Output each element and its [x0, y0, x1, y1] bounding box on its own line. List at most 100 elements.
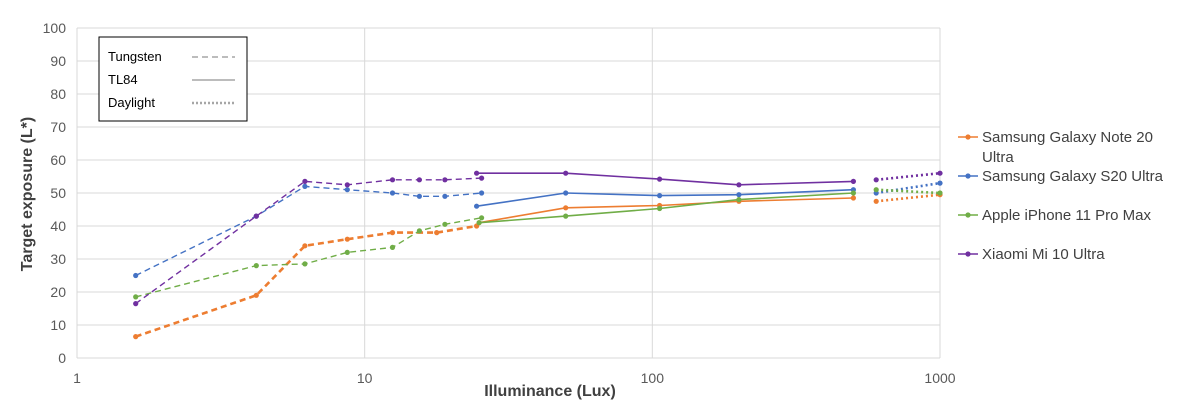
data-point — [253, 213, 259, 219]
data-point — [133, 334, 139, 340]
data-point — [416, 228, 422, 234]
data-point — [937, 180, 943, 186]
data-point — [657, 205, 663, 212]
data-point — [344, 182, 350, 188]
data-point — [563, 213, 569, 219]
series-line-tungsten — [135, 185, 482, 277]
x-tick-label: 1000 — [924, 370, 955, 386]
x-tick-label: 10 — [357, 370, 373, 386]
series-line-daylight — [876, 193, 941, 203]
y-tick-label: 90 — [50, 53, 66, 69]
y-tick-label: 70 — [50, 119, 66, 135]
data-point — [253, 263, 259, 269]
line-style-legend-label: Daylight — [108, 95, 155, 110]
legend-swatch-marker — [965, 251, 971, 257]
series-line-daylight — [876, 188, 941, 195]
data-point — [389, 190, 396, 196]
series-line-daylight — [876, 171, 941, 182]
data-point — [850, 195, 857, 201]
data-point — [736, 192, 742, 198]
data-point — [344, 187, 350, 193]
legend-label: Apple iPhone 11 Pro Max — [982, 207, 1151, 224]
data-point — [416, 193, 422, 199]
line-style-legend-label: TL84 — [108, 72, 138, 87]
legend-entry: Xiaomi Mi 10 Ultra — [958, 246, 1105, 263]
data-point — [873, 198, 879, 204]
data-point — [133, 272, 139, 279]
data-point — [937, 170, 943, 176]
legend-swatch-marker — [965, 212, 971, 218]
legend-label: Xiaomi Mi 10 Ultra — [982, 246, 1105, 263]
data-point — [563, 190, 569, 196]
data-point — [563, 170, 569, 176]
data-point — [442, 221, 448, 227]
legend-label-line: Samsung Galaxy Note 20 — [982, 129, 1153, 146]
data-point — [474, 170, 480, 176]
data-point — [736, 182, 742, 188]
legend-label-line: Ultra — [982, 149, 1014, 166]
legend-swatch-marker — [965, 173, 971, 179]
legend-entry: Apple iPhone 11 Pro Max — [958, 207, 1151, 224]
series-line-tungsten — [135, 217, 482, 298]
data-point — [389, 177, 396, 183]
data-point — [873, 187, 879, 193]
data-point — [442, 177, 448, 183]
y-tick-label: 40 — [50, 218, 66, 234]
legend-swatch-marker — [965, 134, 971, 140]
data-point — [657, 176, 663, 182]
data-point — [344, 249, 350, 255]
y-tick-labels: 0 10 20 30 40 50 60 70 80 90 100 — [43, 20, 67, 366]
data-point — [416, 177, 422, 183]
data-point — [850, 190, 857, 196]
data-point — [479, 190, 485, 196]
data-point — [302, 178, 308, 184]
y-tick-label: 30 — [50, 251, 66, 267]
line-style-legend: Tungsten TL84 Daylight — [98, 36, 248, 122]
data-point — [479, 215, 485, 221]
legend-label: Samsung Galaxy Note 20 Ultra — [982, 129, 1153, 166]
line-style-legend-label: Tungsten — [108, 49, 162, 64]
data-point — [873, 177, 879, 183]
data-point — [476, 220, 482, 226]
legend-entry: Samsung Galaxy S20 Ultra — [958, 168, 1164, 185]
data-point — [133, 294, 139, 300]
series-2 — [133, 187, 943, 300]
data-point — [657, 193, 663, 199]
data-point — [302, 183, 308, 189]
data-point — [344, 236, 350, 242]
series-line-tungsten — [135, 224, 477, 338]
line-style-legend-box — [98, 36, 248, 122]
data-point — [736, 197, 742, 203]
series-line-tl84 — [476, 188, 854, 207]
series-3 — [133, 170, 943, 307]
y-tick-label: 20 — [50, 284, 66, 300]
data-point — [563, 205, 569, 211]
x-tick-label: 1 — [73, 370, 81, 386]
data-point — [850, 178, 857, 184]
y-tick-label: 80 — [50, 86, 66, 102]
legend-entry: Samsung Galaxy Note 20 Ultra — [958, 129, 1153, 166]
data-point — [133, 301, 139, 307]
y-tick-label: 50 — [50, 185, 66, 201]
data-point — [253, 292, 259, 298]
y-tick-label: 10 — [50, 317, 66, 333]
data-point — [479, 175, 485, 181]
data-point — [302, 261, 308, 267]
data-point — [434, 230, 440, 236]
data-point — [937, 190, 943, 196]
series-line-tungsten — [135, 177, 482, 305]
y-tick-label: 60 — [50, 152, 66, 168]
data-point — [474, 203, 480, 209]
x-tick-label: 100 — [641, 370, 665, 386]
data-point — [389, 244, 396, 250]
data-point — [389, 230, 396, 236]
x-tick-labels: 1 10 100 1000 — [73, 370, 956, 386]
plot-area — [133, 170, 943, 340]
data-point — [442, 193, 448, 199]
y-tick-label: 0 — [58, 350, 66, 366]
y-axis-title: Target exposure (L*) — [19, 117, 36, 271]
series-line-tl84 — [476, 172, 854, 186]
data-point — [302, 243, 308, 249]
